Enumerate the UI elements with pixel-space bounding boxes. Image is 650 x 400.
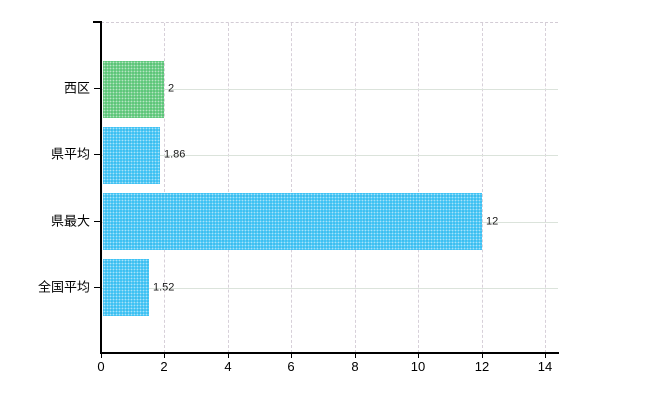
bar-西区: [103, 61, 164, 118]
vertical-gridline: [291, 23, 292, 353]
x-tick-label: 8: [351, 359, 359, 374]
x-tick-label: 14: [537, 359, 553, 374]
y-axis-line: [100, 21, 102, 354]
x-axis-line: [100, 352, 559, 354]
vertical-gridline: [545, 23, 546, 353]
x-axis-tick: [101, 354, 102, 358]
y-axis-top-tick: [93, 21, 101, 23]
vertical-gridline: [418, 23, 419, 353]
x-tick-label: 2: [160, 359, 168, 374]
category-label-西区: 西区: [63, 80, 90, 96]
horizontal-gridline: [101, 288, 558, 289]
x-axis-tick: [164, 354, 165, 358]
x-tick-label: 4: [224, 359, 232, 374]
bar-value-label: 1.86: [164, 148, 186, 161]
y-axis-tick: [94, 287, 101, 288]
x-axis-tick: [355, 354, 356, 358]
y-axis-tick: [94, 88, 101, 89]
x-axis-tick: [545, 354, 546, 358]
category-label-県平均: 県平均: [50, 146, 90, 162]
category-label-県最大: 県最大: [50, 213, 90, 229]
y-axis-tick: [94, 221, 101, 222]
x-tick-label: 12: [474, 359, 490, 374]
bar-県最大: [103, 193, 482, 250]
bar-県平均: [103, 127, 160, 184]
vertical-gridline: [355, 23, 356, 353]
y-axis-tick: [94, 154, 101, 155]
category-label-全国平均: 全国平均: [37, 279, 90, 295]
x-axis-tick: [482, 354, 483, 358]
bar-value-label: 2: [168, 82, 175, 95]
bar-全国平均: [103, 259, 149, 316]
x-tick-label: 10: [410, 359, 426, 374]
vertical-gridline: [228, 23, 229, 353]
x-axis-tick: [228, 354, 229, 358]
vertical-gridline: [482, 23, 483, 353]
x-tick-label: 6: [287, 359, 295, 374]
horizontal-gridline: [101, 155, 558, 156]
bar-value-label: 1.52: [153, 281, 175, 294]
x-tick-label: 0: [97, 359, 105, 374]
plot-area: 2 1.86 12 1.52: [101, 22, 558, 353]
vertical-gridline: [164, 23, 165, 353]
bar-value-label: 12: [486, 215, 499, 228]
x-axis-tick: [418, 354, 419, 358]
x-axis-tick: [291, 354, 292, 358]
horizontal-gridline: [101, 89, 558, 90]
